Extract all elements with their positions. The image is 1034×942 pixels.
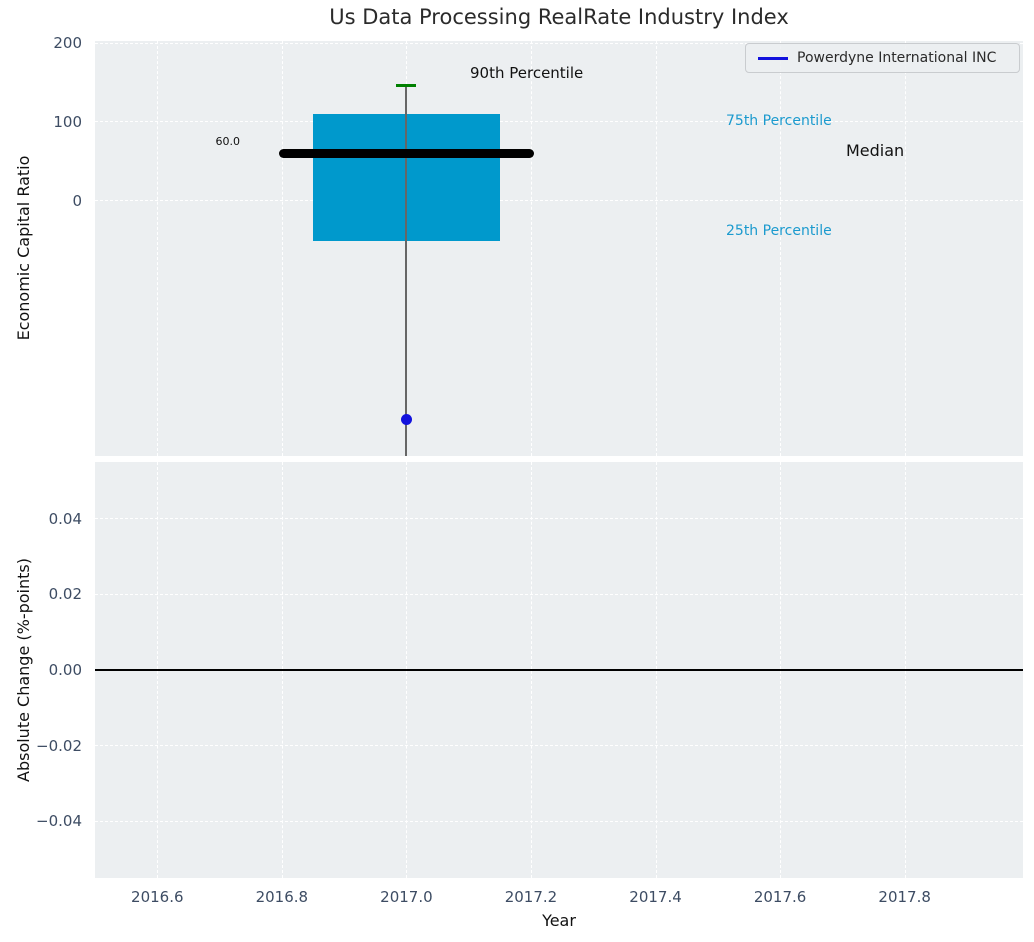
y-gridline: [95, 518, 1023, 520]
x-gridline: [157, 41, 159, 456]
y-axis-label-economic-capital-ratio: Economic Capital Ratio: [14, 155, 33, 341]
ytick-label: 200: [53, 34, 82, 53]
annotation-90th-percentile: 90th Percentile: [470, 64, 584, 82]
ytick-label: 0.02: [48, 585, 82, 604]
annotation-75th-percentile: 75th Percentile: [726, 113, 832, 129]
legend-line-icon: [758, 56, 788, 60]
ytick-label: 0.04: [48, 509, 82, 528]
ytick-label: 0: [72, 191, 82, 210]
y-gridline: [95, 745, 1023, 747]
chart-title: Us Data Processing RealRate Industry Ind…: [329, 5, 789, 29]
ytick-label: −0.04: [36, 812, 82, 831]
annotation-median: Median: [846, 141, 905, 160]
annotation-median-value: 60.0: [215, 135, 241, 148]
ytick-label: −0.02: [36, 736, 82, 755]
zero-reference-line: [95, 669, 1023, 671]
y-gridline: [95, 820, 1023, 822]
x-gridline: [904, 41, 906, 456]
company-data-point: [400, 413, 412, 425]
xtick-label: 2017.8: [878, 888, 931, 906]
x-gridline: [780, 41, 782, 456]
ytick-label: 100: [53, 112, 82, 131]
y-gridline: [95, 42, 1023, 44]
annotation-25th-percentile: 25th Percentile: [726, 223, 832, 239]
x-gridline: [530, 41, 532, 456]
boxplot-90th-cap: [396, 84, 417, 88]
ytick-label: 0.00: [48, 661, 82, 679]
legend-label: Powerdyne International INC: [797, 50, 997, 66]
boxplot-whisker: [405, 85, 408, 456]
xtick-label: 2016.8: [255, 888, 309, 906]
x-axis-label-year: Year: [542, 911, 576, 930]
y-gridline: [95, 593, 1023, 595]
xtick-label: 2017.2: [504, 888, 558, 906]
x-gridline: [281, 41, 283, 456]
xtick-label: 2017.0: [380, 888, 433, 906]
xtick-label: 2017.4: [629, 888, 682, 906]
boxplot-median-line: [278, 148, 535, 158]
y-gridline: [95, 200, 1023, 202]
xtick-label: 2017.6: [753, 888, 807, 906]
top-plot-area: [95, 41, 1023, 456]
x-gridline: [655, 41, 657, 456]
y-gridline: [95, 121, 1023, 123]
xtick-label: 2016.6: [131, 888, 184, 906]
legend: Powerdyne International INC: [745, 43, 1020, 73]
bottom-plot-area: [95, 462, 1023, 878]
